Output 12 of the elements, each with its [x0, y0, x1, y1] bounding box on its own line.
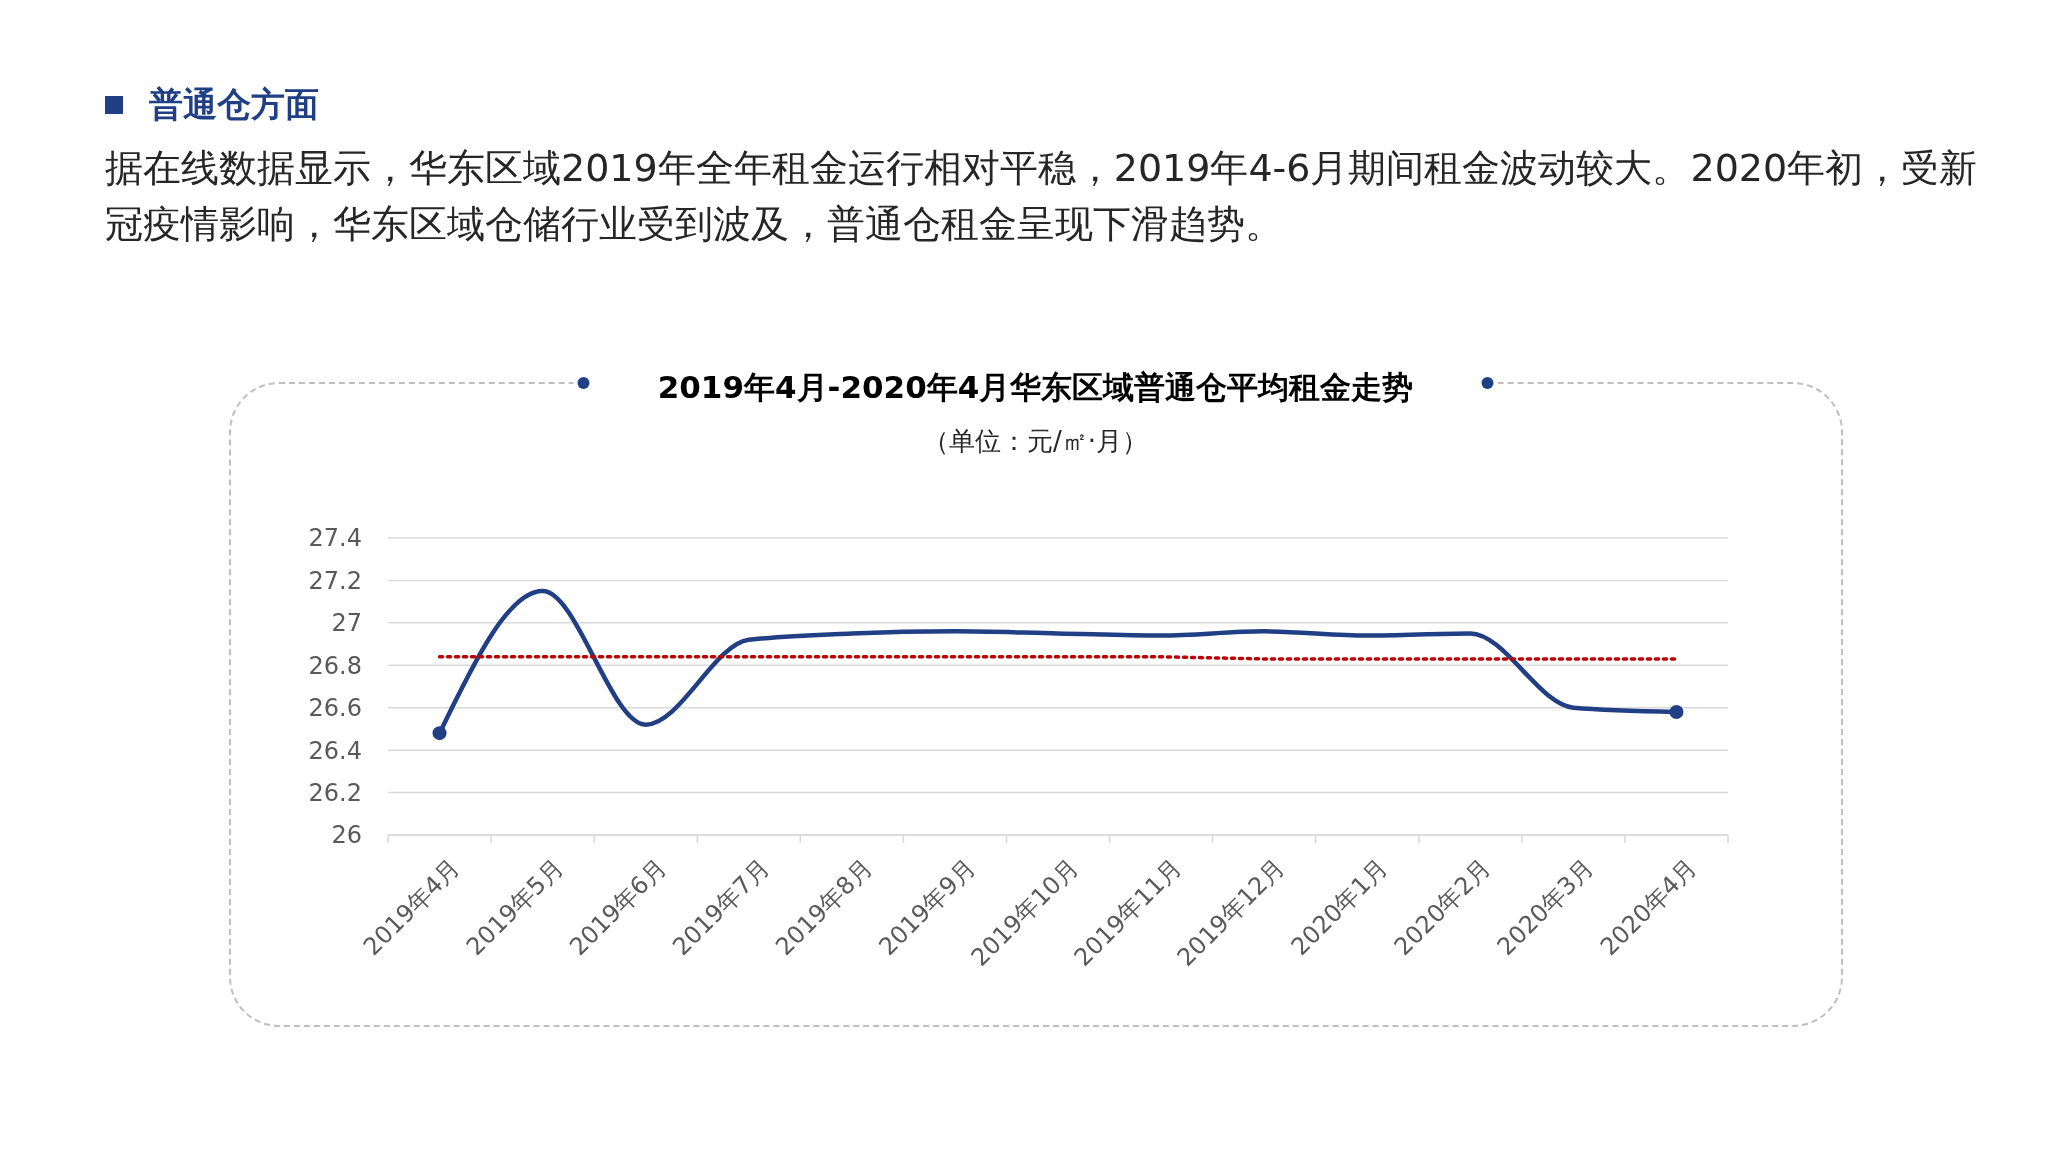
text: 普通仓方面: [149, 83, 319, 126]
y-tick-label: 26: [331, 821, 362, 850]
chart-title: 2019年4月-2020年4月华东区域普通仓平均租金走势: [657, 368, 1414, 405]
y-tick-label: 27.2: [308, 566, 362, 595]
y-tick-label: 26.4: [308, 736, 362, 765]
y-tick-label: 27: [331, 609, 362, 638]
y-tick-label: 27.4: [308, 524, 362, 553]
y-tick-label: 26.6: [308, 694, 362, 723]
text: 据在线数据显示，华东区域2019年全年租金运行相对平稳，2019年4-6月期间租金波动较大。2020年初，受新冠疫情影响，华东区域仓储行业受到波及，普通仓租金呈现下滑趋势。: [105, 145, 1979, 248]
y-tick-label: 26.8: [308, 651, 362, 680]
chart-subtitle: （单位：元/㎡·月）: [922, 426, 1149, 457]
y-tick-label: 26.2: [308, 778, 362, 807]
